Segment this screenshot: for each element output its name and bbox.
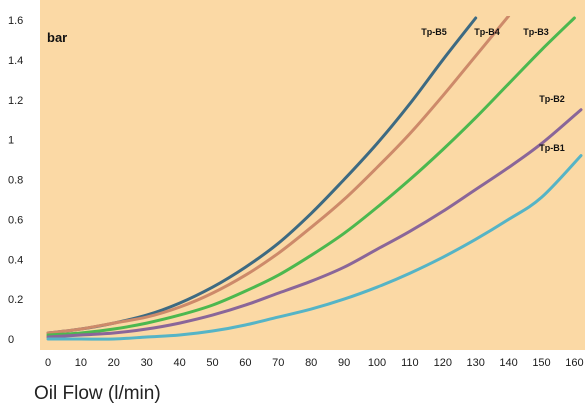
x-tick-label: 110 [401,357,419,369]
x-tick-label: 60 [239,357,251,369]
x-tick-label: 90 [338,357,350,369]
x-tick-label: 70 [272,357,284,369]
series-line-tp-b4 [46,16,511,335]
series-label-tp-b2: Tp-B2 [539,94,565,104]
y-tick-label: 0.2 [8,294,23,306]
y-axis-ticks: 0 0.2 0.4 0.6 0.8 1 1.2 1.4 1.6 [8,15,23,346]
series-label-tp-b5: Tp-B5 [421,27,447,37]
series-labels: Tp-B5 Tp-B4 Tp-B3 Tp-B2 Tp-B1 [421,27,565,153]
x-tick-label: 100 [368,357,386,369]
y-tick-label: 1.6 [8,15,23,27]
series-label-tp-b1: Tp-B1 [539,143,565,153]
y-tick-label: 0.4 [8,254,23,266]
series-label-tp-b4: Tp-B4 [474,27,500,37]
x-tick-label: 160 [565,357,583,369]
y-tick-label: 1.2 [8,95,23,107]
x-tick-label: 130 [467,357,485,369]
y-tick-label: 0.8 [8,175,23,187]
x-tick-label: 20 [108,357,120,369]
x-tick-label: 0 [45,357,51,369]
x-tick-label: 150 [532,357,550,369]
y-tick-label: 1 [8,135,14,147]
x-tick-label: 80 [305,357,317,369]
x-tick-label: 140 [499,357,517,369]
series-line-tp-b1 [46,154,583,341]
y-tick-label: 0.6 [8,214,23,226]
y-tick-label: 0 [8,334,14,346]
series-label-tp-b3: Tp-B3 [523,27,549,37]
x-tick-label: 10 [75,357,87,369]
x-tick-label: 50 [206,357,218,369]
plot-background [40,0,585,350]
x-axis-ticks: 0 10 20 30 40 50 60 70 80 90 100 110 120 130 140 150 160 [45,357,584,369]
series-lines [46,16,583,341]
series-line-tp-b3 [46,16,576,337]
series-line-tp-b2 [46,108,583,339]
y-tick-label: 1.4 [8,55,23,67]
unit-label: bar [47,30,67,45]
x-axis-title: Oil Flow (l/min) [34,383,161,404]
x-tick-label: 30 [141,357,153,369]
x-tick-label: 40 [173,357,185,369]
x-tick-label: 120 [434,357,452,369]
